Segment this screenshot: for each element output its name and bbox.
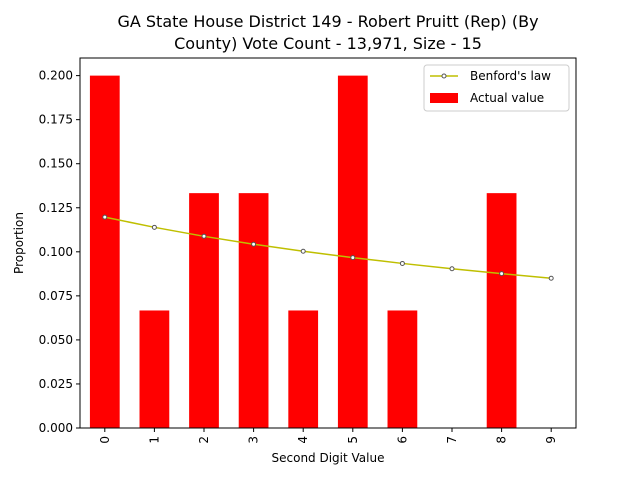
bar-digit-2 — [189, 193, 219, 428]
bar-digit-8 — [486, 193, 517, 428]
chart-title-line-2: County) Vote Count - 13,971, Size - 15 — [174, 34, 482, 53]
benford-point-digit-5 — [350, 255, 356, 261]
legend-frame — [423, 64, 570, 112]
benford-point-digit-0 — [102, 214, 108, 220]
y-tick-label: 0.200 — [39, 69, 73, 83]
benford-line — [104, 216, 552, 279]
legend-label-actual: Actual value — [470, 91, 544, 105]
legend-label-benford: Benford's law — [470, 69, 551, 83]
bar-digit-3 — [238, 193, 269, 428]
x-tick-label: 9 — [544, 436, 558, 444]
x-tick-label: 0 — [98, 436, 112, 444]
bars-layer — [89, 75, 517, 428]
x-tick-label: 6 — [395, 436, 409, 444]
benford-point-digit-3 — [251, 241, 257, 247]
bar-digit-4 — [288, 310, 319, 428]
x-tick-label: 8 — [495, 436, 509, 444]
benford-point-digit-6 — [399, 260, 405, 266]
x-tick-label: 7 — [445, 436, 459, 444]
x-tick-label: 5 — [346, 436, 360, 444]
x-tick-label: 4 — [296, 436, 310, 444]
y-axis-ticks: 0.000 0.025 0.050 0.075 0.100 0.125 0.150 0.175… — [39, 69, 80, 435]
benford-point-digit-2 — [201, 233, 207, 239]
line-layer — [102, 214, 554, 281]
bar-digit-5 — [337, 75, 368, 428]
benford-point-digit-9 — [548, 275, 554, 281]
benford-point-digit-4 — [300, 248, 306, 254]
chart-title-line-1: GA State House District 149 - Robert Pru… — [117, 12, 538, 31]
x-tick-label: 1 — [147, 436, 161, 444]
bar-digit-6 — [387, 310, 418, 428]
x-axis-label: Second Digit Value — [272, 451, 385, 465]
legend: Benford's law Actual value — [423, 64, 570, 112]
x-tick-label: 2 — [197, 436, 211, 444]
y-tick-label: 0.025 — [39, 377, 73, 391]
y-tick-label: 0.075 — [39, 289, 73, 303]
y-tick-label: 0.150 — [39, 157, 73, 171]
x-axis-ticks: 0 1 2 3 4 5 6 7 8 9 — [98, 428, 558, 444]
x-tick-label: 3 — [247, 436, 261, 444]
plot-frame — [79, 57, 577, 429]
bar-digit-0 — [89, 75, 120, 428]
benford-point-digit-7 — [449, 266, 455, 272]
y-tick-label: 0.000 — [39, 421, 73, 435]
y-axis-label: Proportion — [12, 212, 26, 274]
y-tick-label: 0.175 — [39, 113, 73, 127]
bar-digit-1 — [139, 310, 170, 428]
y-tick-label: 0.050 — [39, 333, 73, 347]
legend-bar-swatch — [430, 93, 458, 103]
legend-line-marker — [441, 73, 447, 79]
y-tick-label: 0.100 — [39, 245, 73, 259]
y-tick-label: 0.125 — [39, 201, 73, 215]
benford-point-digit-8 — [499, 271, 505, 277]
benford-point-digit-1 — [151, 224, 157, 230]
